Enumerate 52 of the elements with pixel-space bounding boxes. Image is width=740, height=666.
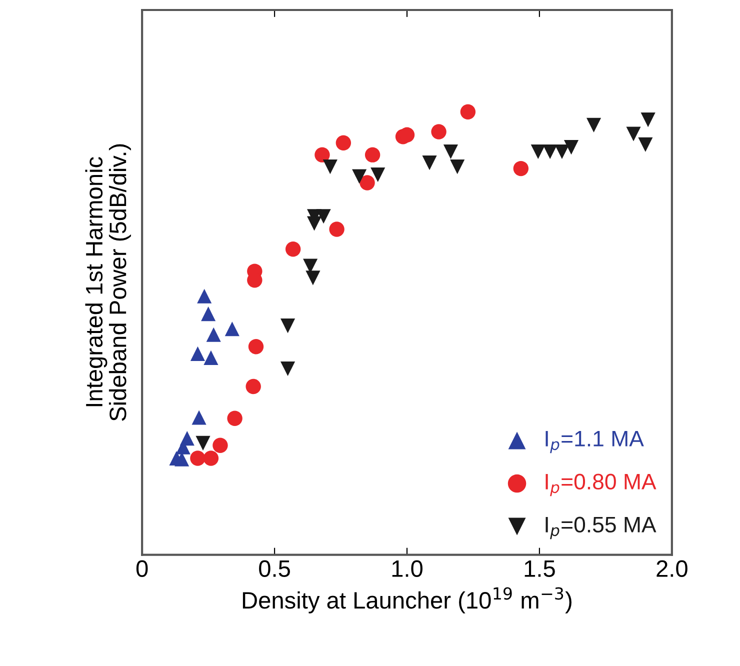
y-axis-title: Integrated 1st Harmonic Sideband Power (5dB/div.) <box>85 144 131 421</box>
point <box>370 167 386 182</box>
point <box>192 410 206 425</box>
point <box>431 124 446 140</box>
x-axis-title: Density at Launcher (10$^{19}$ m$^{−3}$) <box>242 587 572 614</box>
point <box>280 318 296 334</box>
point <box>212 438 228 453</box>
point <box>306 270 320 286</box>
point <box>322 160 338 174</box>
x-tick-label: 0 <box>136 560 148 577</box>
legend-label: I$_{p}$=1.1 MA <box>546 431 644 454</box>
point <box>285 242 301 257</box>
point <box>336 135 352 150</box>
point <box>196 436 210 450</box>
point <box>201 306 216 322</box>
point <box>640 112 656 128</box>
legend-label: I$_{p}$=0.55 MA <box>546 516 656 540</box>
legend-label: I$_{p}$=0.80 MA <box>546 474 656 496</box>
point <box>364 147 380 162</box>
x-tick-label: 2.0 <box>656 560 688 577</box>
point <box>306 216 322 231</box>
x-tick-label: 0.5 <box>259 560 290 577</box>
point <box>316 209 331 224</box>
point <box>224 322 240 336</box>
point <box>352 169 367 184</box>
point <box>227 410 242 426</box>
point <box>248 339 264 354</box>
point <box>204 350 218 365</box>
point <box>314 147 330 162</box>
point <box>564 140 579 155</box>
point <box>280 361 296 376</box>
point <box>586 118 602 132</box>
point <box>190 450 206 466</box>
point <box>460 104 476 120</box>
point <box>530 144 546 160</box>
point <box>638 137 653 152</box>
point <box>626 126 641 142</box>
point <box>329 222 344 237</box>
point <box>422 156 437 170</box>
point <box>203 450 219 466</box>
point <box>197 288 212 304</box>
x-tick-label: 1.0 <box>392 560 422 577</box>
point <box>542 144 558 160</box>
x-tick-label: 1.5 <box>524 560 555 577</box>
point <box>450 160 465 174</box>
point <box>246 378 261 394</box>
point <box>206 327 221 342</box>
point <box>443 144 458 160</box>
point <box>554 144 570 160</box>
point <box>513 160 529 176</box>
point <box>190 346 205 361</box>
point <box>360 175 375 190</box>
